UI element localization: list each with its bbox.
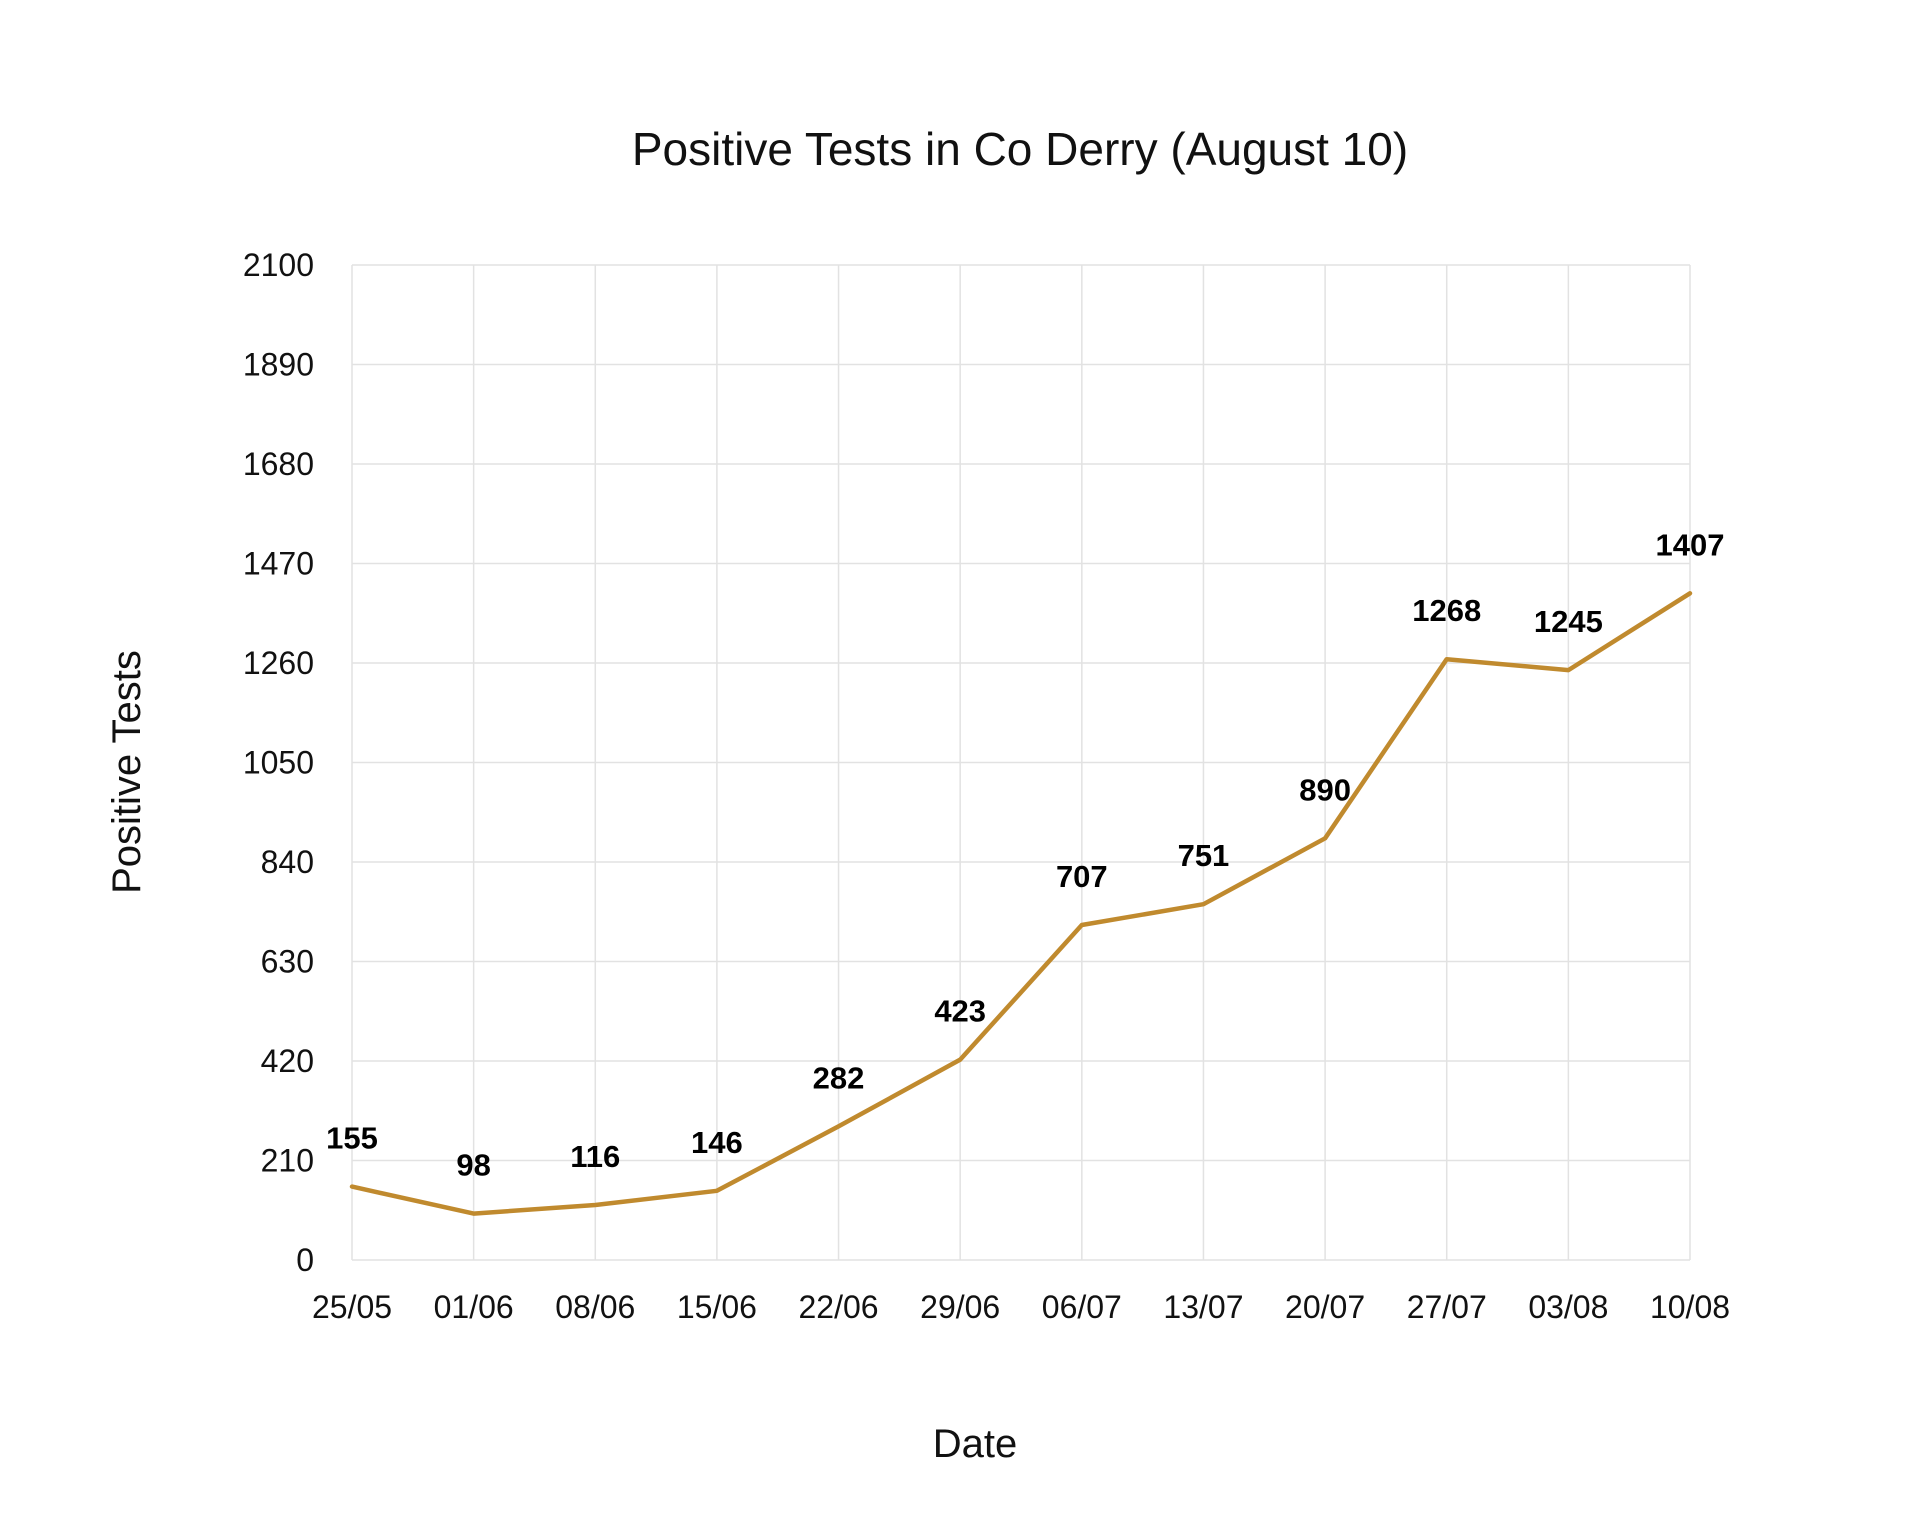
data-label: 146	[691, 1125, 743, 1160]
y-axis-label: Positive Tests	[105, 650, 149, 894]
data-label: 707	[1056, 859, 1108, 894]
y-tick-label: 1050	[243, 745, 314, 781]
y-tick-label: 2100	[243, 247, 314, 283]
x-tick-label: 13/07	[1163, 1289, 1243, 1325]
data-label: 890	[1299, 772, 1351, 807]
chart-title: Positive Tests in Co Derry (August 10)	[632, 123, 1408, 175]
x-tick-label: 01/06	[434, 1289, 514, 1325]
data-label: 155	[326, 1121, 378, 1156]
series-line	[349, 591, 1693, 1216]
grid	[351, 264, 1691, 1261]
x-axis-ticks: 25/05 01/06 08/06 15/06 22/06 29/06 06/07 13/07…	[312, 1289, 1730, 1325]
x-tick-label: 25/05	[312, 1289, 392, 1325]
y-tick-label: 840	[261, 844, 314, 880]
x-tick-label: 29/06	[920, 1289, 1000, 1325]
y-tick-label: 1470	[243, 546, 314, 582]
x-tick-label: 22/06	[799, 1289, 879, 1325]
y-tick-label: 210	[261, 1143, 314, 1179]
data-label: 1268	[1412, 593, 1481, 628]
x-tick-label: 03/08	[1528, 1289, 1608, 1325]
y-tick-label: 420	[261, 1043, 314, 1079]
data-label: 423	[934, 994, 986, 1029]
data-label: 282	[813, 1060, 865, 1095]
x-tick-label: 27/07	[1407, 1289, 1487, 1325]
data-label: 1245	[1534, 604, 1603, 639]
x-tick-label: 08/06	[555, 1289, 635, 1325]
x-tick-label: 15/06	[677, 1289, 757, 1325]
x-axis-label: Date	[933, 1422, 1018, 1466]
data-label: 1407	[1656, 527, 1725, 562]
y-tick-label: 630	[261, 944, 314, 980]
x-tick-label: 10/08	[1650, 1289, 1730, 1325]
x-tick-label: 06/07	[1042, 1289, 1122, 1325]
data-label: 116	[570, 1139, 620, 1174]
y-tick-label: 0	[296, 1242, 314, 1278]
data-label: 751	[1178, 838, 1230, 873]
y-tick-label: 1680	[243, 446, 314, 482]
y-tick-label: 1260	[243, 645, 314, 681]
y-axis-ticks: 0 210 420 630 840 1050 1260 1470 1680 1890 2100	[243, 247, 314, 1278]
data-label: 98	[456, 1148, 490, 1183]
y-tick-label: 1890	[243, 347, 314, 383]
x-tick-label: 20/07	[1285, 1289, 1365, 1325]
data-labels: 155 98 116 146 282 423 707 751 890 1268 1245 1407	[326, 527, 1724, 1182]
